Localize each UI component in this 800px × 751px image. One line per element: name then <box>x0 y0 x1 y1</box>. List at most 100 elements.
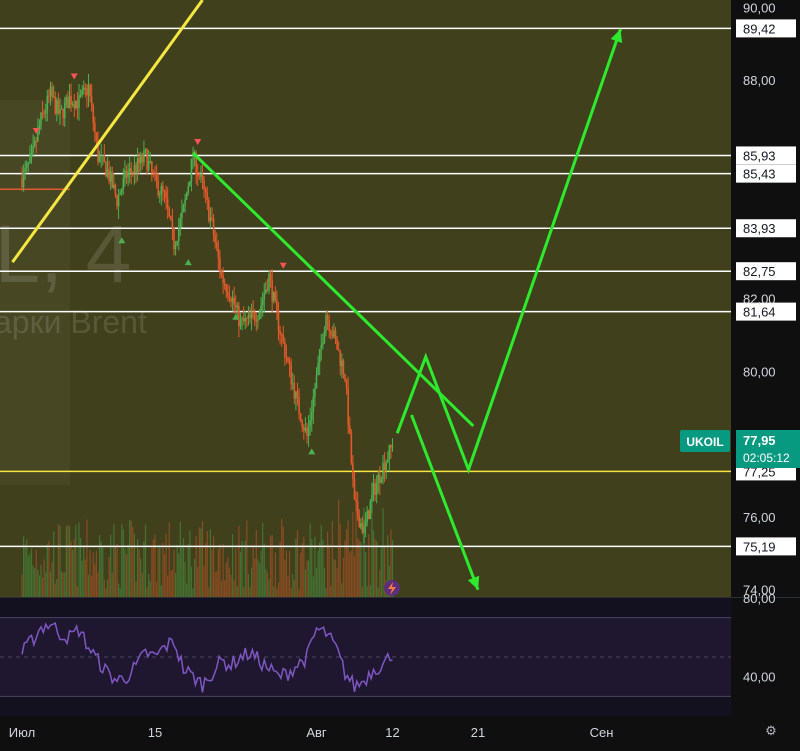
sell-marker <box>194 138 202 145</box>
candle-body <box>296 391 299 397</box>
volume-bar <box>140 558 142 597</box>
candle-body <box>388 444 391 460</box>
candle-body <box>146 149 148 170</box>
candle-body <box>97 140 99 162</box>
candle-body <box>367 510 370 520</box>
time-axis-tick: Июл <box>9 725 35 740</box>
volume-bar <box>353 556 356 597</box>
volume-bar <box>49 571 52 597</box>
volume-bar <box>247 573 250 597</box>
volume-bar <box>293 579 295 597</box>
candle-body <box>92 105 95 123</box>
volume-bar <box>148 574 150 597</box>
volume-bar <box>122 529 124 597</box>
volume-bar <box>79 538 82 597</box>
candle-body <box>125 170 128 178</box>
volume-bar <box>246 520 248 597</box>
volume-bar <box>379 569 381 597</box>
volume-bar <box>197 566 199 597</box>
candle-body <box>133 164 136 173</box>
volume-bar <box>70 541 72 597</box>
volume-bar <box>81 560 83 597</box>
forecast-arrowhead <box>610 29 623 44</box>
volume-bar <box>162 542 164 597</box>
volume-bar <box>387 535 389 597</box>
candle-body <box>181 211 183 219</box>
candle-body <box>84 87 87 89</box>
price-level-tag <box>736 262 796 281</box>
candle-body <box>60 108 63 110</box>
price-level-tag <box>736 19 796 38</box>
volume-bar <box>157 548 159 597</box>
candle-body <box>244 317 247 322</box>
candle-body <box>174 244 177 250</box>
volume-bar <box>287 576 289 597</box>
volume-bar <box>230 575 232 597</box>
candle-body <box>33 140 36 146</box>
price-axis-tick: 80,00 <box>743 364 776 379</box>
volume-bar <box>328 544 330 597</box>
volume-bar <box>184 561 186 597</box>
volume-bar <box>300 552 302 597</box>
volume-bar <box>165 533 167 597</box>
volume-bar <box>38 575 41 597</box>
candle-body <box>342 360 345 375</box>
candle-body <box>360 523 362 528</box>
rsi-axis-tick: 80,00 <box>743 591 776 606</box>
volume-bar <box>103 579 105 597</box>
candle-body <box>108 169 110 182</box>
volume-bar <box>281 519 283 597</box>
candle-body <box>86 87 88 96</box>
buy-marker <box>308 448 316 455</box>
candle-body <box>165 191 167 199</box>
candle-body <box>51 86 53 97</box>
candle-body <box>190 158 193 182</box>
gear-icon[interactable]: ⚙ <box>765 723 777 738</box>
volume-bar <box>72 549 74 597</box>
candle-body <box>390 444 392 448</box>
volume-bar <box>209 529 212 597</box>
candle-body <box>127 172 129 178</box>
volume-bar <box>30 548 33 597</box>
candle-body <box>339 350 342 367</box>
volume-bar <box>89 549 91 597</box>
volume-bar <box>190 566 193 597</box>
yellow-trendline <box>11 0 204 263</box>
price-axis-background <box>731 0 800 597</box>
volume-bar <box>105 588 107 597</box>
candle-body <box>35 140 38 142</box>
candle-body <box>155 173 158 181</box>
candle-body <box>236 305 239 308</box>
ticker-label: UKOIL <box>686 435 723 449</box>
candle-body <box>348 425 351 433</box>
candle-body <box>52 96 55 98</box>
volume-bar <box>78 522 80 597</box>
trendlines <box>11 0 475 427</box>
volume-bar <box>48 540 50 597</box>
volume-bar <box>317 550 319 597</box>
candle-body <box>284 341 286 357</box>
candle-body <box>177 228 180 242</box>
candle-body <box>128 168 131 173</box>
volume-bar <box>60 571 63 597</box>
volume-bar <box>198 527 200 597</box>
volume-bar <box>119 588 121 597</box>
volume-bar <box>208 587 210 597</box>
rsi-indicator <box>0 617 731 697</box>
candle-body <box>266 289 269 291</box>
candle-body <box>212 219 215 235</box>
volume-bar <box>35 549 37 597</box>
volume-bar <box>361 586 364 597</box>
lightning-icon[interactable] <box>384 580 400 596</box>
candle-body <box>382 462 384 480</box>
ticker-badge[interactable]: UKOIL 77,95 02:05:12 <box>680 430 800 468</box>
candle-body <box>380 479 383 483</box>
candle-body <box>347 388 349 426</box>
candle-body <box>383 462 386 472</box>
volume-bar <box>68 525 71 597</box>
volume-bar <box>73 539 75 597</box>
candle-body <box>189 181 191 187</box>
volume-bar <box>304 569 307 597</box>
volume-bar <box>201 521 204 597</box>
